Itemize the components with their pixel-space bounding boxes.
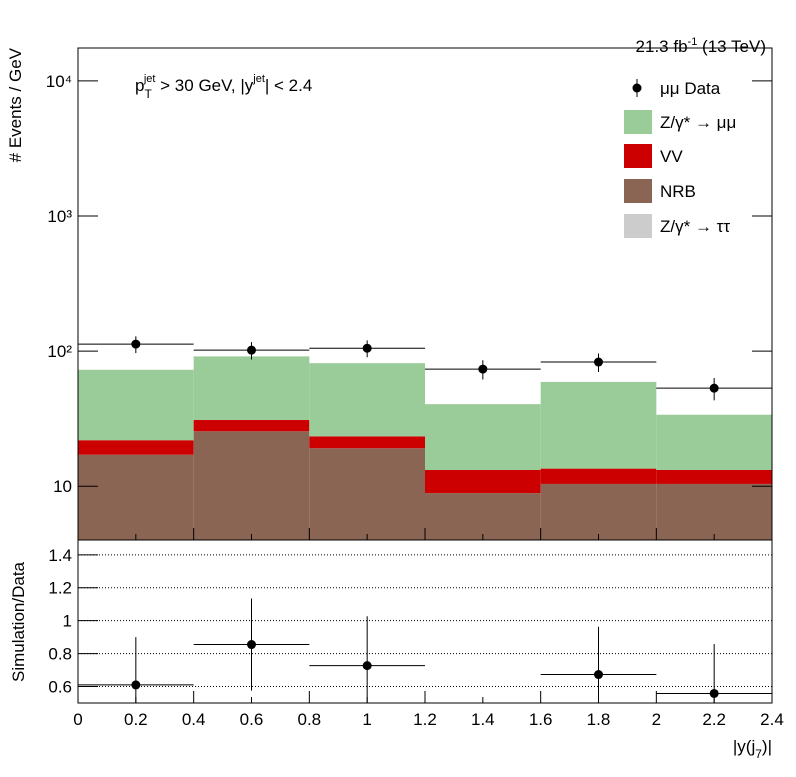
- legend-label: Z/γ* → μμ: [660, 113, 736, 132]
- y-axis-label: Simulation/Data: [9, 561, 28, 682]
- stack-segment: [425, 404, 541, 470]
- legend-label: Z/γ* → ττ: [660, 217, 730, 236]
- stack-segment: [541, 382, 657, 469]
- legend-swatch: [624, 110, 652, 134]
- data-point: [131, 340, 140, 349]
- y-tick-label: 10: [53, 477, 72, 496]
- stack-segment: [541, 484, 657, 540]
- stack-segment: [541, 469, 657, 484]
- lumi-sup: -1: [688, 36, 698, 48]
- stack-segment: [78, 440, 194, 455]
- annotation-part: T: [144, 87, 152, 101]
- data-point: [247, 346, 256, 355]
- x-tick-label: 2.2: [702, 710, 726, 729]
- legend-label: NRB: [660, 182, 696, 201]
- data-point: [131, 680, 140, 689]
- stack-segment: [425, 493, 541, 540]
- x-label-part: |y(j: [733, 737, 755, 756]
- y-tick-label: 0.8: [48, 645, 72, 664]
- y-tick-label: 1: [63, 612, 72, 631]
- legend-swatch: [624, 179, 652, 203]
- x-tick-label: 1: [362, 710, 371, 729]
- x-tick-label: 2: [652, 710, 661, 729]
- data-point: [363, 344, 372, 353]
- lumi-text: 21.3 fb: [636, 37, 688, 56]
- annotation-part: | < 2.4: [265, 76, 312, 95]
- stack-segment: [656, 484, 772, 540]
- x-label-part: )|: [762, 737, 772, 756]
- y-tick-label: 1.4: [48, 546, 72, 565]
- stack-segment: [656, 470, 772, 484]
- x-tick-label: 0.4: [182, 710, 206, 729]
- stack-segment: [309, 448, 425, 540]
- data-point: [710, 689, 719, 698]
- stack-segment: [309, 363, 425, 436]
- stack-segment: [194, 356, 310, 420]
- annotation-part: jet: [143, 73, 156, 85]
- x-tick-label: 0.2: [124, 710, 148, 729]
- x-tick-label: 0.8: [298, 710, 322, 729]
- legend-label: VV: [660, 147, 683, 166]
- x-tick-label: 0.6: [240, 710, 264, 729]
- x-tick-label: 1.6: [529, 710, 553, 729]
- x-tick-label: 1.2: [413, 710, 437, 729]
- stack-segment: [78, 455, 194, 540]
- y-tick-label: 1.2: [48, 579, 72, 598]
- legend-swatch: [624, 214, 652, 238]
- x-tick-label: 1.4: [471, 710, 495, 729]
- legend-label: μμ Data: [660, 79, 721, 98]
- y-tick-label: 10⁴: [46, 72, 72, 91]
- annotation-part: > 30 GeV, |y: [155, 76, 253, 95]
- lumi-text: (13 TeV): [697, 37, 766, 56]
- x-tick-label: 0: [73, 710, 82, 729]
- x-tick-label: 1.8: [587, 710, 611, 729]
- y-tick-label: 10³: [47, 207, 72, 226]
- annotation-part: jet: [252, 73, 265, 85]
- stack-segment: [194, 420, 310, 431]
- stack-segment: [78, 370, 194, 440]
- stack-segment: [194, 431, 310, 540]
- y-tick-label: 10²: [47, 342, 72, 361]
- x-tick-label: 2.4: [760, 710, 784, 729]
- data-point: [594, 670, 603, 679]
- y-axis-label: # Events / GeV: [6, 47, 25, 162]
- legend-swatch: [624, 144, 652, 168]
- data-point: [710, 384, 719, 393]
- lumi-label: 21.3 fb-1 (13 TeV): [636, 36, 766, 56]
- data-point: [478, 365, 487, 374]
- data-point: [594, 358, 603, 367]
- stack-segment: [309, 436, 425, 448]
- stack-segment: [656, 415, 772, 470]
- stack-segment: [425, 470, 541, 493]
- y-tick-label: 0.6: [48, 678, 72, 697]
- data-point: [363, 661, 372, 670]
- data-point: [247, 640, 256, 649]
